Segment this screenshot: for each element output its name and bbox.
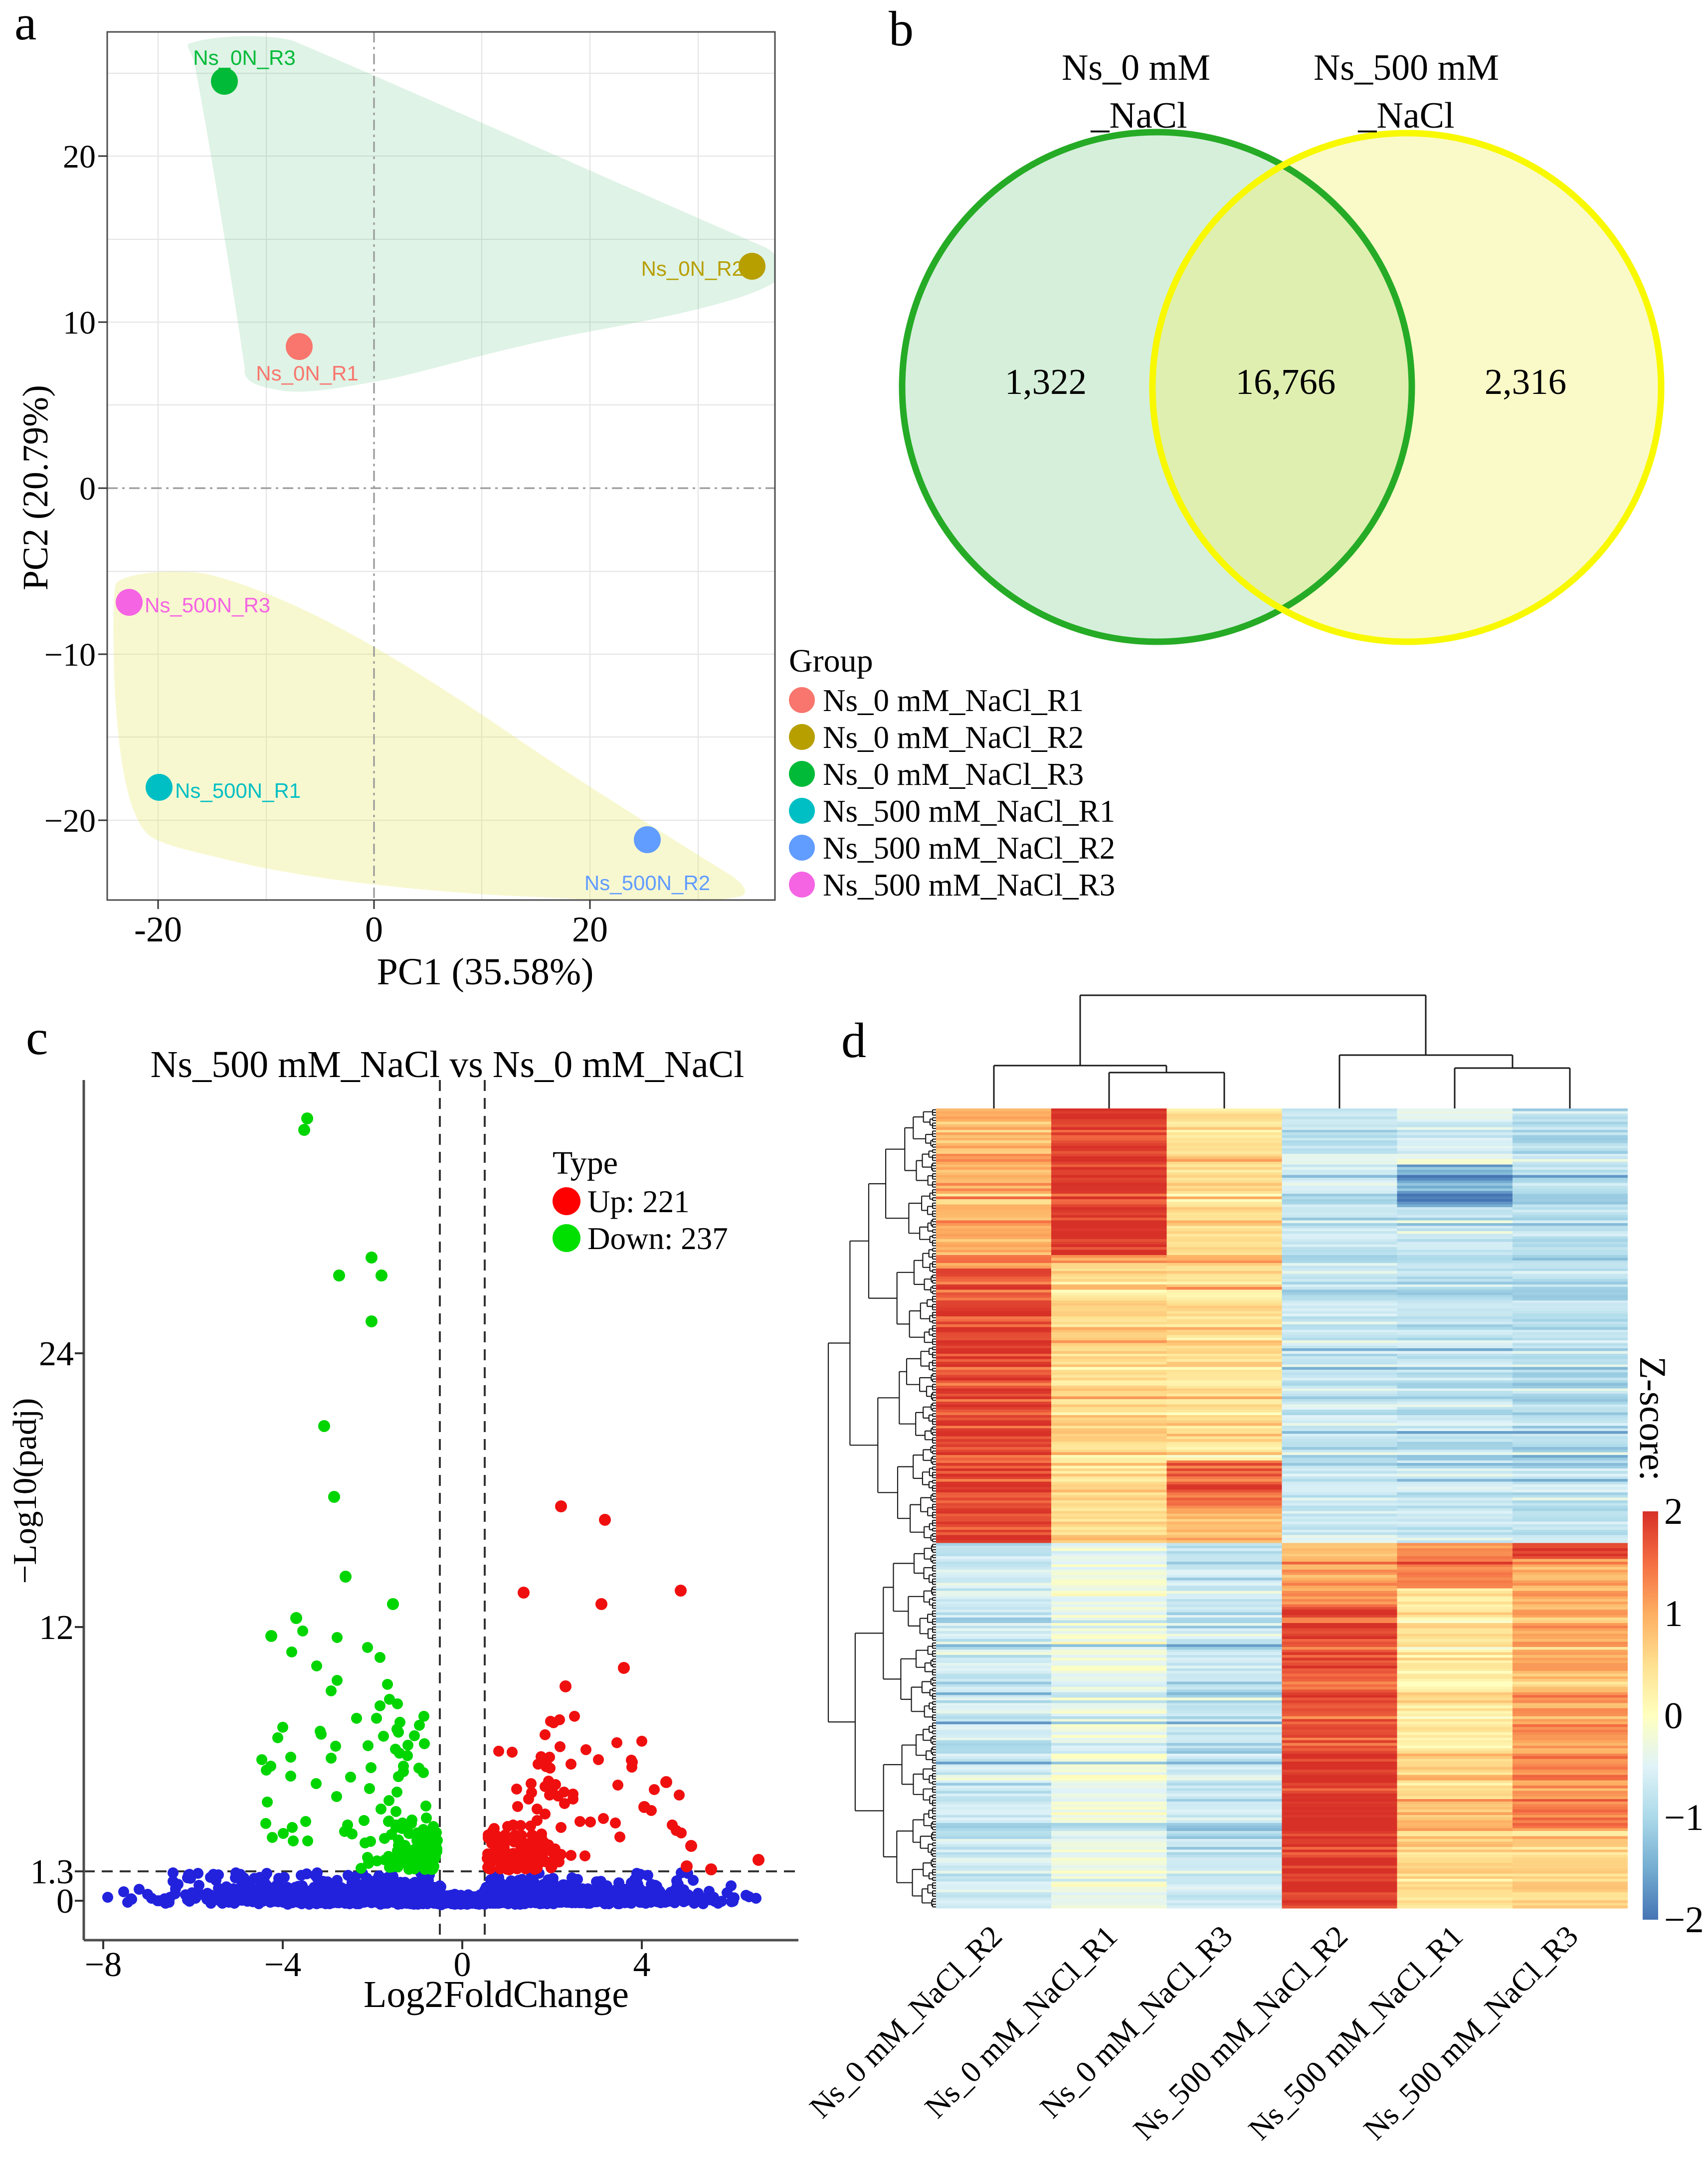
svg-text:PC2 (20.79%): PC2 (20.79%)	[15, 385, 55, 590]
svg-text:12: 12	[39, 1609, 74, 1647]
svg-text:20: 20	[63, 139, 96, 175]
svg-text:−Log10(padj): −Log10(padj)	[6, 1398, 43, 1584]
svg-text:Ns_0 mM_NaCl_R1: Ns_0 mM_NaCl_R1	[823, 683, 1084, 718]
svg-text:Ns_0 mM: Ns_0 mM	[1062, 47, 1210, 88]
svg-text:a: a	[14, 0, 36, 50]
svg-text:20: 20	[572, 909, 608, 949]
svg-text:Ns_500N_R1: Ns_500N_R1	[175, 779, 301, 802]
svg-text:Ns_500 mM_NaCl_R1: Ns_500 mM_NaCl_R1	[823, 794, 1115, 829]
svg-text:0: 0	[365, 909, 383, 949]
svg-text:24: 24	[39, 1335, 74, 1373]
svg-text:Ns_500 mM_NaCl vs Ns_0 mM_NaCl: Ns_500 mM_NaCl vs Ns_0 mM_NaCl	[151, 1044, 745, 1086]
svg-text:0: 0	[1664, 1695, 1683, 1737]
svg-text:d: d	[841, 1013, 866, 1068]
svg-text:_NaCl: _NaCl	[1090, 95, 1187, 136]
svg-text:c: c	[26, 1010, 48, 1065]
svg-text:Ns_500N_R2: Ns_500N_R2	[584, 871, 710, 895]
svg-text:0: 0	[79, 471, 96, 507]
svg-text:Ns_0N_R3: Ns_0N_R3	[193, 46, 295, 69]
svg-text:Up: 221: Up: 221	[587, 1184, 690, 1219]
svg-text:Down: 237: Down: 237	[587, 1221, 728, 1256]
svg-text:2: 2	[1664, 1491, 1683, 1532]
svg-text:−10: −10	[44, 637, 96, 673]
svg-text:Ns_500 mM_NaCl_R2: Ns_500 mM_NaCl_R2	[823, 831, 1115, 866]
svg-text:Ns_0 mM_NaCl_R2: Ns_0 mM_NaCl_R2	[823, 720, 1084, 755]
svg-text:−8: −8	[85, 1946, 122, 1984]
svg-text:0: 0	[56, 1882, 74, 1921]
svg-text:Log2FoldChange: Log2FoldChange	[364, 1974, 629, 2015]
svg-text:16,766: 16,766	[1236, 362, 1336, 402]
svg-text:1,322: 1,322	[1005, 362, 1087, 402]
svg-text:_NaCl: _NaCl	[1357, 95, 1454, 136]
svg-text:1: 1	[1664, 1593, 1683, 1634]
svg-text:Ns_500 mM_NaCl_R3: Ns_500 mM_NaCl_R3	[823, 868, 1115, 903]
svg-text:Group: Group	[789, 643, 873, 679]
svg-text:4: 4	[633, 1946, 651, 1984]
svg-text:-20: -20	[134, 909, 182, 949]
svg-text:−20: −20	[44, 803, 96, 839]
svg-text:Ns_500N_R3: Ns_500N_R3	[145, 593, 270, 617]
svg-text:0: 0	[454, 1946, 471, 1984]
svg-text:1.3: 1.3	[30, 1853, 74, 1891]
svg-text:Z-score:: Z-score:	[1632, 1356, 1673, 1481]
svg-text:Type: Type	[553, 1145, 618, 1181]
svg-text:10: 10	[63, 305, 96, 341]
svg-text:−1: −1	[1664, 1797, 1704, 1838]
svg-text:Ns_500 mM: Ns_500 mM	[1314, 47, 1499, 88]
svg-text:Ns_0N_R2: Ns_0N_R2	[641, 257, 744, 280]
svg-text:−2: −2	[1664, 1899, 1704, 1941]
svg-text:Ns_0 mM_NaCl_R3: Ns_0 mM_NaCl_R3	[823, 757, 1084, 792]
svg-text:b: b	[889, 1, 914, 56]
svg-text:−4: −4	[264, 1946, 301, 1984]
svg-text:PC1 (35.58%): PC1 (35.58%)	[377, 951, 594, 993]
svg-text:Ns_0N_R1: Ns_0N_R1	[256, 362, 358, 385]
svg-text:2,316: 2,316	[1485, 362, 1566, 402]
